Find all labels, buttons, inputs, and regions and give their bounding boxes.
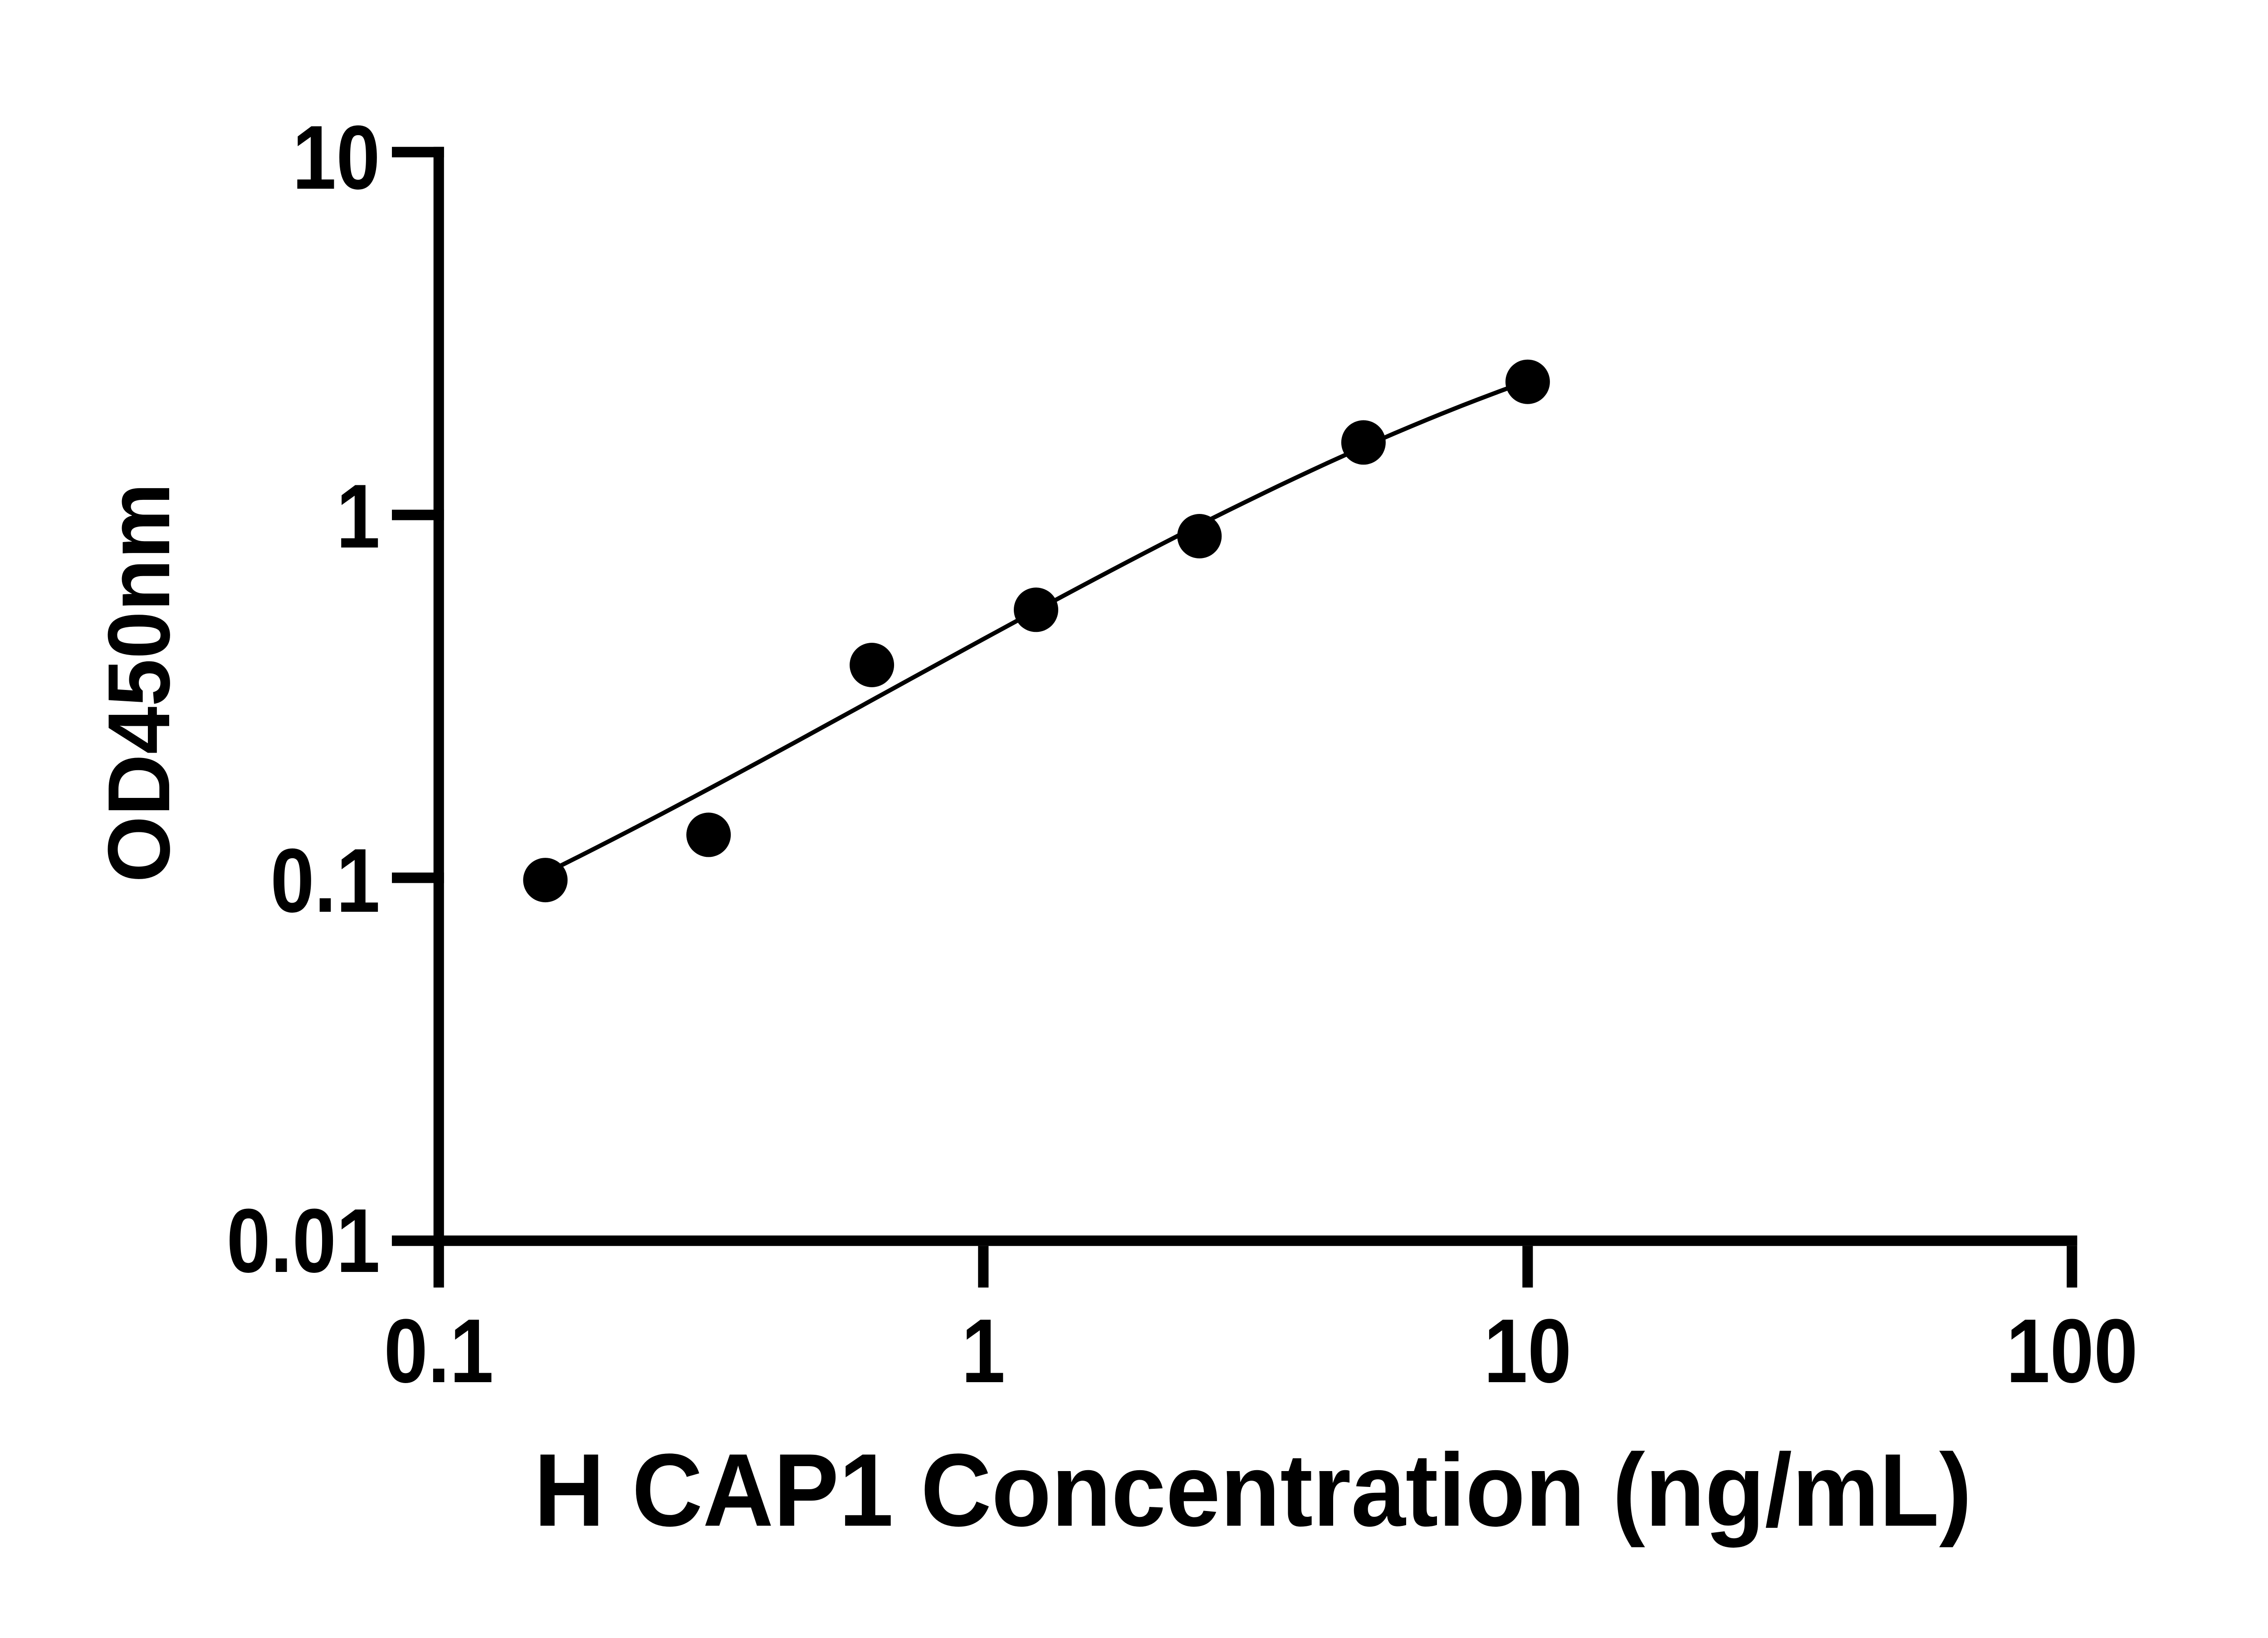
svg-text:0.1: 0.1 (384, 1300, 494, 1402)
svg-text:OD450nm: OD450nm (90, 483, 188, 882)
svg-text:0.1: 0.1 (270, 830, 380, 931)
svg-text:100: 100 (2006, 1300, 2138, 1402)
svg-text:0.01: 0.01 (226, 1190, 380, 1291)
svg-text:1: 1 (961, 1300, 1005, 1402)
svg-text:1: 1 (336, 465, 380, 567)
svg-text:H CAP1 Concentration (ng/mL): H CAP1 Concentration (ng/mL) (534, 1433, 1972, 1548)
svg-text:10: 10 (292, 107, 380, 208)
svg-text:10: 10 (1484, 1300, 1572, 1402)
